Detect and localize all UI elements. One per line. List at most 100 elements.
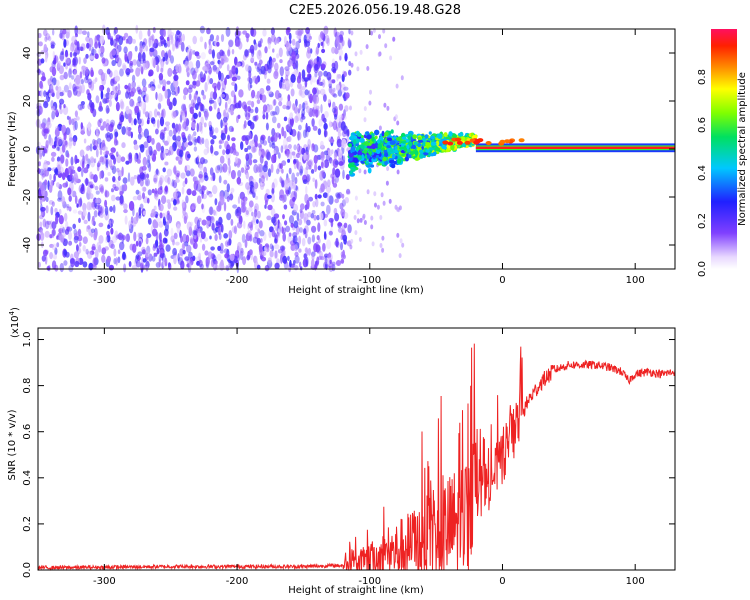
spectrogram-cell: [84, 154, 88, 165]
spectrogram-cell: [371, 143, 376, 150]
spectrogram-cell: [307, 46, 311, 54]
spectrogram-cell: [128, 113, 132, 124]
spectrogram-cell: [223, 116, 228, 123]
spectrogram-cell: [304, 102, 309, 110]
spectrogram-cell: [155, 221, 159, 229]
spectrogram-cell: [320, 104, 323, 114]
spectrogram-cell: [242, 30, 248, 35]
spectrogram-cell: [371, 136, 375, 142]
spectrogram-cell: [295, 40, 300, 50]
y-tick-label: 0.8: [22, 378, 33, 394]
spectrogram-cell: [360, 145, 365, 150]
spectrogram-cell: [318, 118, 323, 127]
spectrogram-cell: [40, 84, 44, 90]
spectrogram-cell: [115, 92, 119, 102]
spectrogram-cell: [324, 111, 329, 118]
spectrogram-cell: [61, 28, 67, 35]
spectrogram-cell: [167, 67, 173, 77]
spectrogram-cell: [220, 132, 226, 141]
spectrogram-cell: [56, 136, 63, 146]
spectrogram-cell: [134, 105, 140, 114]
spectrogram-cell: [80, 83, 85, 94]
spectrogram-cell: [59, 74, 65, 81]
spectrogram-cell: [271, 245, 275, 252]
spectrogram-cell: [323, 122, 328, 131]
spectrogram-cell: [316, 256, 320, 266]
spectrogram-cell: [327, 149, 333, 157]
spectrogram-cell: [254, 195, 259, 200]
spectrogram-cell: [195, 80, 201, 87]
spectrogram-cell: [382, 28, 386, 34]
spectrogram-cell: [113, 138, 118, 146]
spectrogram-cell: [145, 236, 149, 245]
spectrogram-cell: [305, 105, 310, 114]
spectrogram-cell: [170, 55, 174, 64]
spectrogram-cell: [314, 108, 320, 118]
spectrogram-cell: [404, 156, 409, 162]
spectrogram-cell: [309, 93, 314, 104]
spectrogram-cell: [297, 161, 302, 172]
spectrogram-cell: [55, 137, 61, 147]
spectrogram-cell: [157, 102, 162, 109]
spectrogram-cell: [137, 232, 141, 239]
spectrogram-cell: [40, 58, 45, 64]
spectrogram-cell: [278, 222, 282, 230]
spectrogram-cell: [55, 126, 60, 131]
spectrogram-cell: [317, 90, 321, 95]
spectrogram-cell: [251, 211, 254, 217]
spectrogram-cell: [181, 112, 186, 121]
spectrogram-cell: [72, 209, 78, 214]
spectrogram-cell: [287, 123, 292, 133]
spectrogram-cell: [183, 94, 187, 100]
spectrogram-cell: [137, 133, 142, 140]
spectrogram-cell: [353, 157, 359, 164]
spectrogram-cell: [331, 62, 336, 69]
spectrogram-cell: [254, 141, 258, 148]
spectrogram-cell: [196, 183, 202, 192]
spectrogram-cell: [89, 156, 95, 164]
spectrogram-cell: [175, 39, 179, 48]
spectrogram-cell: [294, 115, 299, 124]
spectrogram-cell: [131, 87, 136, 94]
spectrogram-cell: [142, 44, 146, 53]
spectrogram-cell: [317, 71, 323, 77]
spectrogram-cell: [250, 54, 255, 62]
spectrogram-cell: [63, 260, 68, 266]
y-tick-label: 20: [22, 95, 33, 108]
spectrogram-cell: [159, 212, 163, 219]
spectrogram-cell: [142, 41, 146, 48]
spectrogram-cell: [71, 75, 75, 80]
spectrogram-cell: [89, 99, 93, 108]
spectrogram-cell: [51, 201, 55, 207]
spectrogram-cell: [104, 205, 109, 216]
spectrogram-cell: [102, 146, 108, 151]
spectrogram-cell: [268, 104, 273, 111]
spectrogram-cell: [153, 108, 158, 118]
spectrogram-cell: [44, 36, 48, 42]
spectrogram-cell: [91, 201, 95, 208]
spectrogram-cell: [219, 155, 225, 164]
spectrogram-cell: [204, 62, 210, 72]
spectrogram-cell: [90, 157, 96, 168]
spectrogram-cell: [138, 127, 143, 133]
spectrogram-cell: [117, 123, 122, 130]
spectrogram-cell: [240, 247, 244, 254]
spectrogram-cell: [99, 171, 102, 180]
spectrogram-cell: [200, 104, 205, 112]
spectrogram-cell: [66, 115, 70, 120]
spectrogram-cell: [182, 243, 186, 249]
spectrogram-cell: [89, 184, 94, 189]
spectrogram-cell: [358, 168, 362, 174]
spectrogram-cell: [154, 50, 158, 55]
spectrogram-cell: [123, 183, 128, 192]
spectrogram-cell: [235, 151, 240, 157]
spectrogram-cell: [384, 152, 389, 158]
spectrogram-cell: [82, 202, 87, 212]
spectrogram-cell: [108, 239, 114, 249]
spectrogram-cell: [278, 162, 282, 169]
spectrogram-cell: [100, 89, 104, 100]
spectrogram-cell: [83, 167, 89, 174]
spectrogram-cell: [68, 132, 72, 141]
spectrogram-cell: [321, 79, 326, 88]
colorbar: 0.00.20.40.60.8 Normalized spectral ampl…: [697, 29, 748, 277]
